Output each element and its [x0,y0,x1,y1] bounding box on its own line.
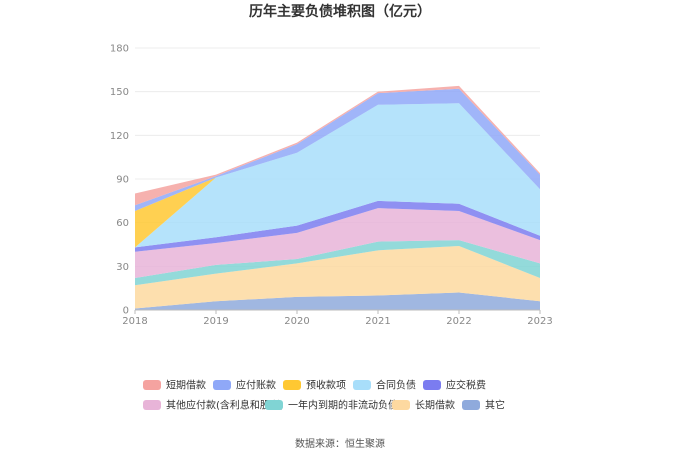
y-tick-label: 120 [110,131,129,142]
legend-label: 一年内到期的非流动负债 [288,399,398,412]
legend-label: 应付账款 [236,379,276,392]
legend-item[interactable]: 预收款项 [283,379,346,392]
legend-item[interactable]: 其他应付款(含利息和股利) [143,399,284,412]
legend-swatch [462,400,480,410]
x-tick-label: 2023 [527,316,552,327]
legend-label: 应交税费 [446,379,486,392]
area-series-5 [135,103,540,248]
legend-swatch [392,400,410,410]
x-tick-label: 2021 [365,316,390,327]
legend-swatch [423,380,441,390]
legend-swatch [213,380,231,390]
legend-item[interactable]: 应交税费 [423,379,486,392]
y-tick-label: 60 [116,218,129,229]
x-tick-label: 2019 [203,316,228,327]
y-tick-label: 0 [123,306,129,317]
legend-item[interactable]: 合同负债 [353,379,416,392]
axes: 0 30 60 90 120 150 180 2018 2019 2020 2021 2022 2023 [110,44,553,328]
legend-label: 其他应付款(含利息和股利) [166,399,284,412]
y-tick-label: 150 [110,87,129,98]
legend-item[interactable]: 其它 [462,399,505,412]
legend-label: 其它 [485,399,505,412]
source-text: 数据来源：恒生聚源 [295,437,385,450]
legend-item[interactable]: 一年内到期的非流动负债 [265,399,398,412]
legend-item[interactable]: 应付账款 [213,379,276,392]
legend-swatch [283,380,301,390]
legend-item[interactable]: 长期借款 [392,399,455,412]
area-series-0 [135,292,540,310]
x-tick-label: 2020 [284,316,309,327]
legend-label: 短期借款 [166,379,206,392]
legend-label: 预收款项 [306,379,346,392]
legend-swatch [265,400,283,410]
legend-label: 合同负债 [376,379,416,392]
area-series-1 [135,245,540,309]
x-tick-label: 2022 [446,316,471,327]
y-tick-label: 90 [116,175,129,186]
plot-area [135,85,540,310]
legend-swatch [143,380,161,390]
y-tick-label: 180 [110,44,129,55]
legend-label: 长期借款 [415,399,455,412]
chart-title: 历年主要负债堆积图（亿元） [249,3,431,20]
area-series-4 [135,200,540,252]
x-tick-label: 2018 [122,316,147,327]
y-tick-label: 30 [116,262,129,273]
legend-item[interactable]: 短期借款 [143,379,206,392]
area-series-3 [135,208,540,278]
legend-swatch [353,380,371,390]
legend-swatch [143,400,161,410]
